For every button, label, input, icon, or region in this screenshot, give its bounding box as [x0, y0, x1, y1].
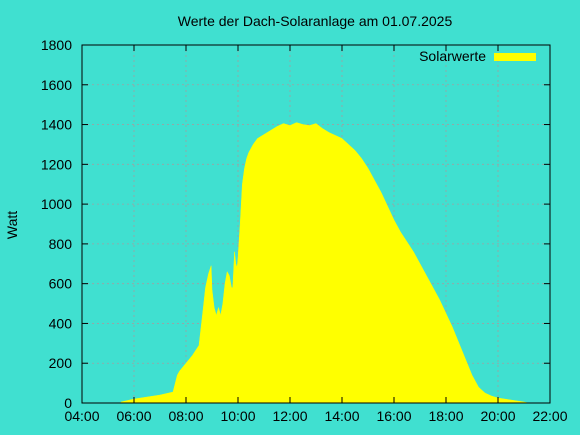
y-tick-label: 1000 [41, 196, 72, 212]
plot-frame [81, 44, 551, 404]
x-tick-label: 06:00 [116, 408, 151, 424]
ticks: 04:00 06:00 08:00 10:00 12:00 14:00 16:00 18:00… [41, 37, 568, 424]
x-tick-label: 12:00 [272, 408, 307, 424]
series-layer [120, 122, 529, 404]
y-tick-label: 0 [64, 395, 72, 411]
grid [82, 45, 550, 403]
y-tick-label: 1200 [41, 156, 72, 172]
y-axis-label: Watt [4, 211, 20, 239]
chart-title: Werte der Dach-Solaranlage am 01.07.2025 [178, 13, 453, 29]
y-tick-label: 600 [49, 276, 73, 292]
x-tick-label: 04:00 [64, 408, 99, 424]
series-area-solarwerte [120, 122, 529, 404]
y-tick-label: 800 [49, 236, 73, 252]
x-tick-label: 20:00 [480, 408, 515, 424]
y-tick-label: 200 [49, 355, 73, 371]
legend-label: Solarwerte [419, 48, 486, 64]
y-tick-label: 1600 [41, 77, 72, 93]
x-tick-label: 22:00 [532, 408, 567, 424]
y-tick-label: 1800 [41, 37, 72, 53]
y-tick-label: 400 [49, 315, 73, 331]
x-tick-label: 18:00 [428, 408, 463, 424]
x-tick-label: 16:00 [376, 408, 411, 424]
legend: Solarwerte [419, 48, 536, 64]
legend-swatch [494, 53, 536, 61]
x-tick-label: 10:00 [220, 408, 255, 424]
x-tick-label: 14:00 [324, 408, 359, 424]
x-tick-label: 08:00 [168, 408, 203, 424]
y-tick-label: 1400 [41, 117, 72, 133]
